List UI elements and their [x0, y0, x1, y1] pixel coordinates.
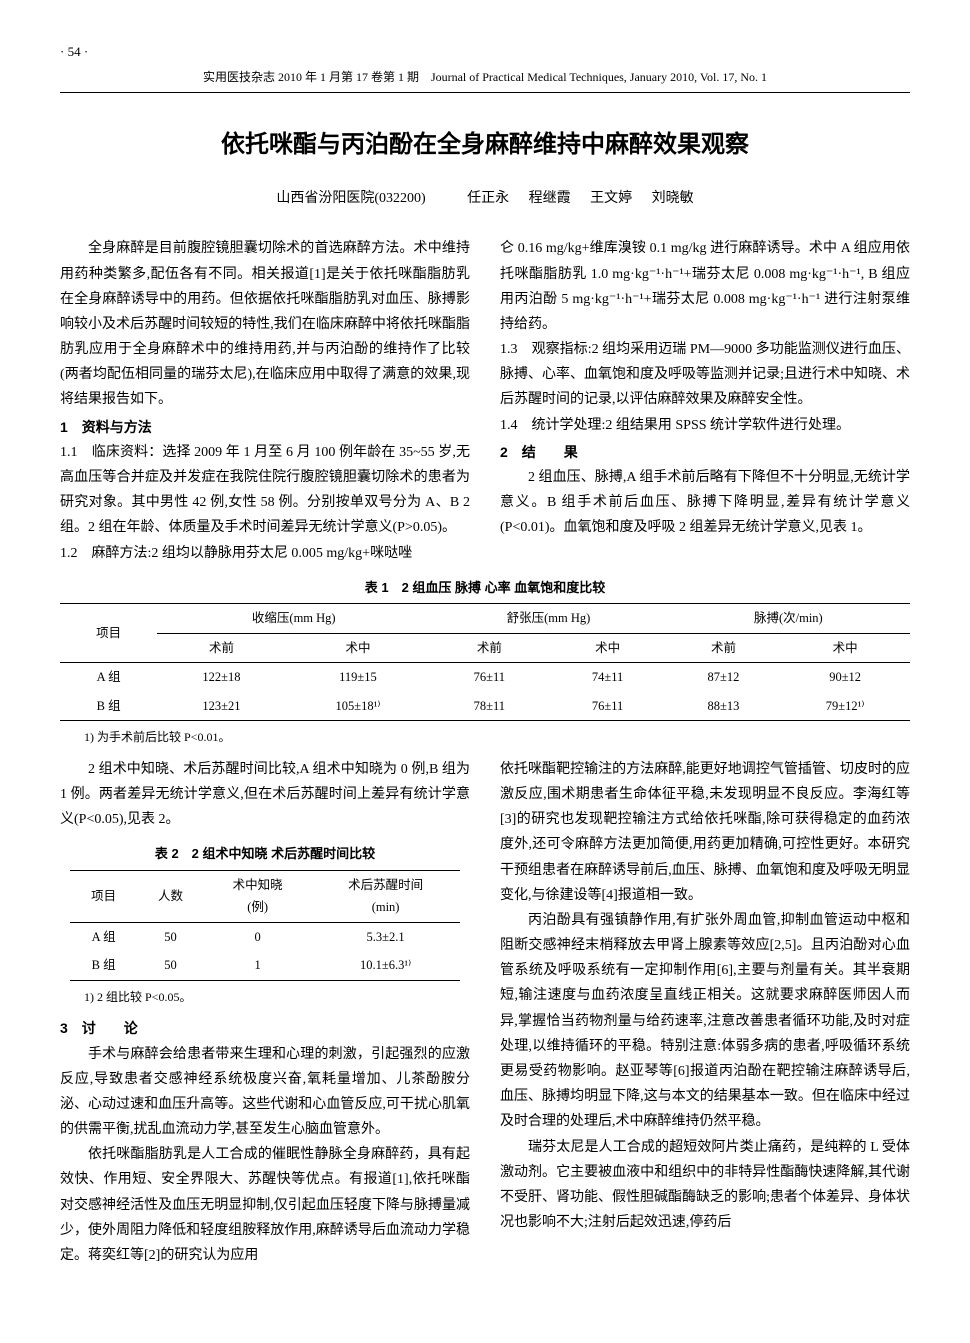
t1-cell: 87±12 — [667, 663, 781, 692]
t1-h-item: 项目 — [60, 604, 157, 663]
t1-cell: B 组 — [60, 692, 157, 721]
t2-h: 项目 — [70, 870, 137, 922]
t1-h-pulse: 脉搏(次/min) — [667, 604, 910, 634]
t1-cell: 76±11 — [430, 663, 548, 692]
table-2-footnote: 1) 2 组比较 P<0.05。 — [60, 987, 470, 1009]
article-title: 依托咪酯与丙泊酚在全身麻醉维持中麻醉效果观察 — [60, 123, 910, 166]
t2-cell: 1 — [204, 951, 312, 980]
section-2-p2: 2 组术中知晓、术后苏醒时间比较,A 组术中知晓为 0 例,B 组为 1 例。两… — [60, 757, 470, 833]
author: 任正永 — [467, 191, 509, 206]
section-3-p5: 瑞芬太尼是人工合成的超短效阿片类止痛药，是纯粹的 L 受体激动剂。它主要被血液中… — [500, 1135, 910, 1236]
journal-header: 实用医技杂志 2010 年 1 月第 17 卷第 1 期 Journal of … — [60, 67, 910, 93]
t1-sh: 术前 — [430, 633, 548, 663]
table-2: 项目 人数 术中知晓 (例) 术后苏醒时间 (min) A 组 50 0 5.3… — [70, 870, 460, 981]
t1-sh: 术前 — [157, 633, 285, 663]
t1-h-dbp: 舒张压(mm Hg) — [430, 604, 666, 634]
t2-h: 术后苏醒时间 (min) — [311, 870, 459, 922]
t1-sh: 术中 — [780, 633, 910, 663]
author: 王文婷 — [590, 191, 632, 206]
t2-cell: 0 — [204, 922, 312, 951]
t1-cell: 74±11 — [548, 663, 666, 692]
t1-cell: 119±15 — [286, 663, 431, 692]
section-3-p4: 丙泊酚具有强镇静作用,有扩张外周血管,抑制血管运动中枢和阻断交感神经末梢释放去甲… — [500, 908, 910, 1135]
t1-cell: 78±11 — [430, 692, 548, 721]
t1-cell: 123±21 — [157, 692, 285, 721]
t2-cell: B 组 — [70, 951, 137, 980]
section-3-p1: 手术与麻醉会给患者带来生理和心理的刺激，引起强烈的应激反应,导致患者交感神经系统… — [60, 1042, 470, 1143]
author: 刘晓敏 — [652, 191, 694, 206]
section-1-4: 1.4 统计学处理:2 组结果用 SPSS 统计学软件进行处理。 — [500, 413, 910, 438]
t2-h: 术中知晓 (例) — [204, 870, 312, 922]
t1-cell: 79±12¹⁾ — [780, 692, 910, 721]
t1-cell: 105±18¹⁾ — [286, 692, 431, 721]
t1-sh: 术前 — [667, 633, 781, 663]
section-3-p2: 依托咪酯脂肪乳是人工合成的催眠性静脉全身麻醉药，具有起效快、作用短、安全界限大、… — [60, 1142, 470, 1268]
t2-cell: A 组 — [70, 922, 137, 951]
table-1: 项目 收缩压(mm Hg) 舒张压(mm Hg) 脉搏(次/min) 术前 术中… — [60, 603, 910, 721]
body-columns: 全身麻醉是目前腹腔镜胆囊切除术的首选麻醉方法。术中维持用药种类繁多,配伍各有不同… — [60, 236, 910, 1268]
section-1-2b: 仑 0.16 mg/kg+维库溴铵 0.1 mg/kg 进行麻醉诱导。术中 A … — [500, 236, 910, 337]
section-1-head: 1 资料与方法 — [60, 415, 470, 440]
table-1-footnote: 1) 为手术前后比较 P<0.01。 — [60, 727, 910, 749]
t1-cell: A 组 — [60, 663, 157, 692]
t2-cell: 50 — [137, 922, 204, 951]
t2-cell: 10.1±6.3¹⁾ — [311, 951, 459, 980]
section-3-head: 3 讨 论 — [60, 1016, 470, 1041]
t1-sh: 术中 — [548, 633, 666, 663]
t1-cell: 90±12 — [780, 663, 910, 692]
author-line: 山西省汾阳医院(032200) 任正永 程继霞 王文婷 刘晓敏 — [60, 186, 910, 211]
section-2-head: 2 结 果 — [500, 440, 910, 465]
t2-h: 人数 — [137, 870, 204, 922]
t1-cell: 76±11 — [548, 692, 666, 721]
affiliation: 山西省汾阳医院(032200) — [276, 191, 425, 206]
t1-h-sbp: 收缩压(mm Hg) — [157, 604, 430, 634]
section-2-p1: 2 组血压、脉搏,A 组手术前后略有下降但不十分明显,无统计学意义。B 组手术前… — [500, 465, 910, 541]
section-1-1: 1.1 临床资料：选择 2009 年 1 月至 6 月 100 例年龄在 35~… — [60, 440, 470, 541]
page-number: · 54 · — [60, 40, 910, 63]
t2-cell: 5.3±2.1 — [311, 922, 459, 951]
author: 程继霞 — [529, 191, 571, 206]
table-1-caption: 表 1 2 组血压 脉搏 心率 血氧饱和度比较 — [60, 576, 910, 599]
t1-sh: 术中 — [286, 633, 431, 663]
table-2-caption: 表 2 2 组术中知晓 术后苏醒时间比较 — [60, 842, 470, 865]
table-1-block: 表 1 2 组血压 脉搏 心率 血氧饱和度比较 项目 收缩压(mm Hg) 舒张… — [60, 566, 910, 757]
intro-paragraph: 全身麻醉是目前腹腔镜胆囊切除术的首选麻醉方法。术中维持用药种类繁多,配伍各有不同… — [60, 236, 470, 412]
t1-cell: 88±13 — [667, 692, 781, 721]
section-1-3: 1.3 观察指标:2 组均采用迈瑞 PM—9000 多功能监测仪进行血压、脉搏、… — [500, 337, 910, 413]
section-3-p3: 依托咪酯靶控输注的方法麻醉,能更好地调控气管插管、切皮时的应激反应,围术期患者生… — [500, 757, 910, 908]
section-1-2: 1.2 麻醉方法:2 组均以静脉用芬太尼 0.005 mg/kg+咪哒唑 — [60, 541, 470, 566]
t2-cell: 50 — [137, 951, 204, 980]
t1-cell: 122±18 — [157, 663, 285, 692]
